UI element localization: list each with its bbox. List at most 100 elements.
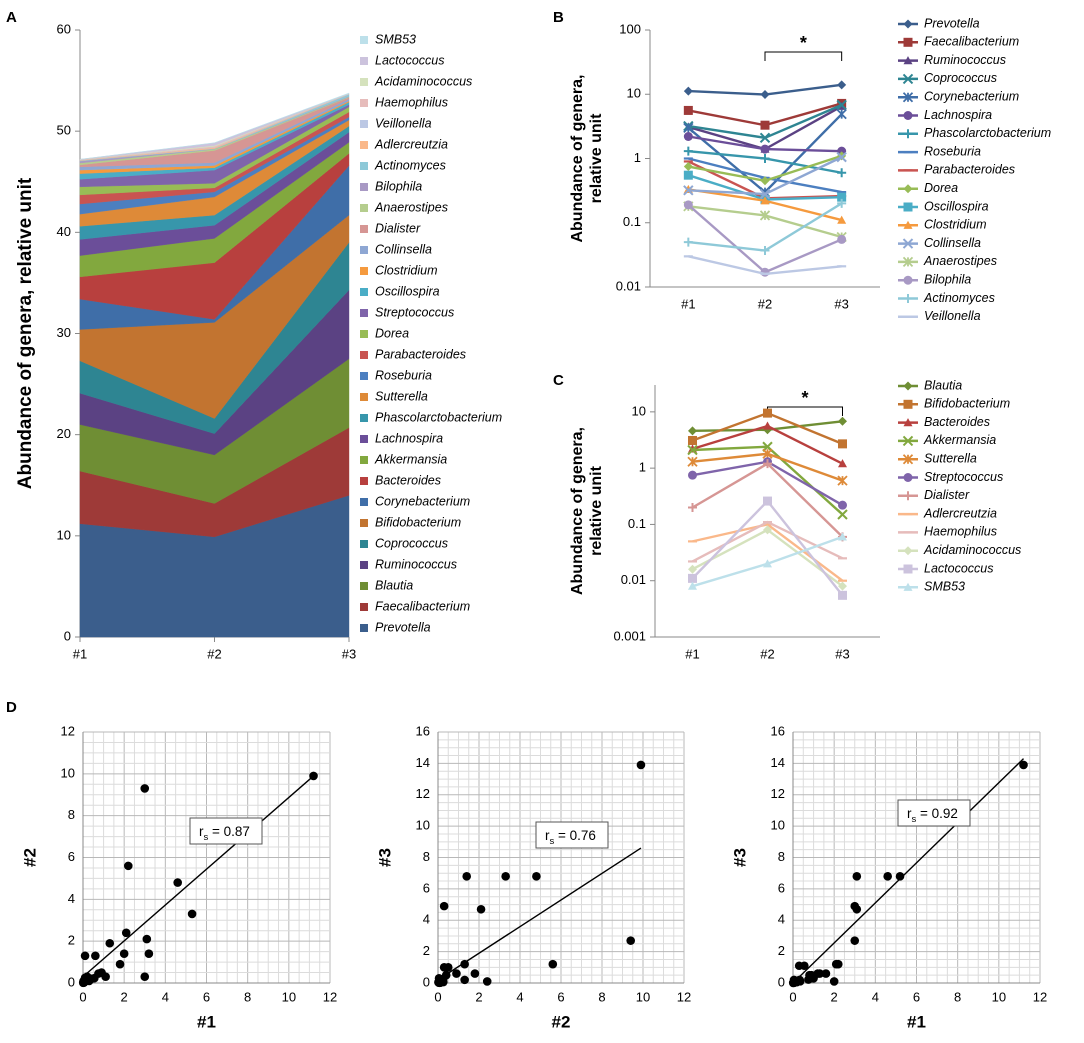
d2-y-tick-label: 16 <box>416 723 430 738</box>
b-point-phascolarctobacterium <box>837 168 847 178</box>
legend-swatch-veillonella <box>360 120 368 128</box>
b-legend-symbol-faecalibacterium-marker <box>903 37 913 47</box>
d2-y-axis-label: #3 <box>375 848 394 867</box>
legend-swatch-bifidobacterium <box>360 519 368 527</box>
c-legend-label-blautia: Blautia <box>924 378 962 392</box>
legend-swatch-adlercreutzia <box>360 141 368 149</box>
d3-annotation-subscript: s <box>912 814 917 825</box>
b-point-prevotella <box>683 86 693 96</box>
legend-label-prevotella: Prevotella <box>375 620 431 634</box>
d2-y-tick-label: 8 <box>423 849 430 864</box>
b-legend-symbol-dorea-marker <box>903 184 913 194</box>
b-point-prevotella <box>760 90 770 100</box>
legend-label-veillonella: Veillonella <box>375 116 432 130</box>
b-point-coprococcus <box>836 99 847 111</box>
d1-y-tick-label: 12 <box>61 723 75 738</box>
b-legend-symbol-phascolarctobacterium-marker <box>903 129 913 139</box>
legend-swatch-sutterella <box>360 393 368 401</box>
d3-x-tick-label: 2 <box>831 989 838 1004</box>
d2-fit-line <box>437 847 642 981</box>
d3-y-tick-label: 0 <box>778 974 785 989</box>
c-x-tick-label: #2 <box>760 646 774 661</box>
c-y-tick-label: 0.01 <box>621 572 646 587</box>
c-legend-label-dialister: Dialister <box>924 488 970 502</box>
d1-y-axis-label: #2 <box>20 848 39 867</box>
c-y-tick-label: 0.001 <box>613 628 646 643</box>
legend-label-coprococcus: Coprococcus <box>375 536 448 550</box>
legend-label-bilophila: Bilophila <box>375 179 422 193</box>
legend-swatch-parabacteroides <box>360 351 368 359</box>
c-y-tick-label: 10 <box>632 403 646 418</box>
d1-y-tick-label: 8 <box>68 807 75 822</box>
d2-data-point <box>470 969 480 978</box>
b-legend-label-clostridium: Clostridium <box>924 218 987 232</box>
legend-swatch-ruminococcus <box>360 561 368 569</box>
d1-annotation-value: = 0.87 <box>208 824 250 839</box>
b-legend-symbol-clostridium <box>898 220 918 229</box>
d2-annotation-box <box>535 821 609 849</box>
c-point-sutterella <box>762 448 773 459</box>
a-x-tick-label: #1 <box>73 646 87 661</box>
chart-d2-scatter: 0 2 4 6 8 10 12 0 2 4 6 8 10 12 14 16 #2 #3 rs = 0.76 <box>375 723 691 1031</box>
legend-label-acidaminococcus: Acidaminococcus <box>374 74 472 88</box>
d1-annotation-prefix: r <box>199 824 204 839</box>
d1-data-point <box>91 951 100 961</box>
b-legend-symbol-oscillospira <box>898 202 918 212</box>
d3-y-tick-label: 2 <box>778 943 785 958</box>
d3-annotation-prefix: r <box>907 806 912 821</box>
legend-swatch-coprococcus <box>360 540 368 548</box>
legend-label-faecalibacterium: Faecalibacterium <box>375 599 470 613</box>
legend-label-roseburia: Roseburia <box>375 368 432 382</box>
c-legend-label-akkermansia: Akkermansia <box>923 433 996 447</box>
d1-data-point <box>140 784 150 793</box>
b-legend-symbol-faecalibacterium <box>898 37 918 47</box>
d1-y-tick-label: 6 <box>68 849 75 864</box>
panel-label-c: C <box>553 372 564 389</box>
c-legend-label-bifidobacterium: Bifidobacterium <box>924 397 1010 411</box>
c-legend-symbol-bifidobacterium <box>898 399 918 409</box>
d3-data-point <box>1019 760 1028 770</box>
legend-swatch-roseburia <box>360 372 368 380</box>
d3-y-axis-label: #3 <box>730 848 749 867</box>
d3-data-point <box>804 975 813 984</box>
b-x-tick-label: #2 <box>758 296 772 311</box>
d3-data-point <box>883 872 892 881</box>
c-legend-label-sutterella: Sutterella <box>924 451 977 465</box>
b-legend-symbol-phascolarctobacterium <box>898 129 918 139</box>
b-legend-label-phascolarctobacterium: Phascolarctobacterium <box>924 126 1051 140</box>
d1-data-point <box>142 934 152 944</box>
b-legend-symbol-coprococcus <box>898 73 918 85</box>
d1-data-point <box>173 878 182 887</box>
c-point-bacteroides <box>838 459 847 468</box>
a-x-tick-label: #3 <box>342 646 356 661</box>
c-legend-symbol-akkermansia <box>898 435 918 447</box>
c-point-dialister <box>763 459 772 469</box>
legend-swatch-phascolarctobacterium <box>360 414 368 422</box>
legend-label-bacteroides: Bacteroides <box>375 473 441 487</box>
c-legend-symbol-blautia <box>898 381 918 391</box>
legend-swatch-clostridium <box>360 267 368 275</box>
a-y-tick-label: 20 <box>57 426 71 441</box>
b-legend-symbol-oscillospira-marker <box>903 202 913 212</box>
b-legend-symbol-corynebacterium-marker <box>902 92 914 103</box>
b-point-actinomyces <box>837 198 847 208</box>
d1-x-tick-label: 8 <box>244 989 251 1004</box>
d2-x-tick-label: 12 <box>677 989 691 1004</box>
panel-label-b: B <box>553 9 564 26</box>
d1-data-point <box>187 909 197 919</box>
b-y-tick-label: 0.01 <box>616 278 641 293</box>
c-legend-label-acidaminococcus: Acidaminococcus <box>923 543 1021 557</box>
b-point-bilophila <box>837 234 847 244</box>
b-legend-label-coprococcus: Coprococcus <box>924 71 997 85</box>
b-legend-symbol-actinomyces-marker <box>903 294 913 303</box>
d3-annotation-text: rs = 0.92 <box>907 806 958 825</box>
c-legend-label-smb53: SMB53 <box>924 580 965 594</box>
b-legend-symbol-collinsella <box>898 238 918 249</box>
d3-annotation-value: = 0.92 <box>916 806 958 821</box>
d1-annotation-subscript: s <box>204 832 209 843</box>
d2-y-tick-label: 6 <box>423 880 430 895</box>
d2-data-point <box>462 872 472 881</box>
b-x-tick-label: #3 <box>834 296 848 311</box>
d2-data-point <box>626 936 635 945</box>
